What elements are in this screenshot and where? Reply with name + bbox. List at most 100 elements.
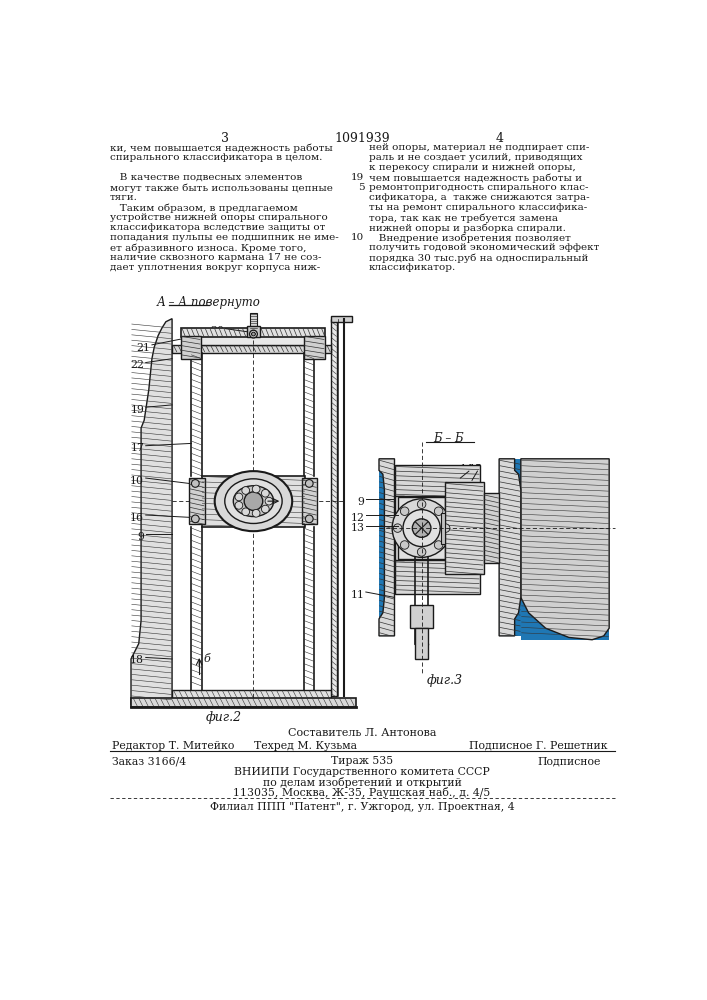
Text: 10: 10 — [351, 233, 364, 242]
Text: классификатора вследствие защиты от: классификатора вследствие защиты от — [110, 223, 325, 232]
Bar — [301, 478, 317, 524]
Text: ет абразивного износа. Кроме того,: ет абразивного износа. Кроме того, — [110, 243, 306, 253]
Polygon shape — [379, 459, 395, 636]
Text: чем повышается надежность работы и: чем повышается надежность работы и — [369, 173, 582, 183]
Circle shape — [434, 541, 443, 549]
Bar — [395, 560, 480, 594]
Bar — [201, 476, 305, 527]
Text: порядка 30 тыс.руб на односпиральный: порядка 30 тыс.руб на односпиральный — [369, 253, 588, 263]
Text: Заказ 3166/4: Заказ 3166/4 — [112, 756, 186, 766]
Polygon shape — [521, 459, 609, 640]
Text: сификатора, а  также снижаются затра-: сификатора, а также снижаются затра- — [369, 193, 590, 202]
Text: Техред М. Кузьма: Техред М. Кузьма — [254, 741, 357, 751]
Bar — [416, 628, 428, 659]
Text: 10: 10 — [130, 476, 144, 486]
Text: 11: 11 — [350, 590, 364, 600]
Text: Подписное: Подписное — [538, 756, 601, 766]
Circle shape — [252, 332, 255, 336]
Text: дает уплотнения вокруг корпуса ниж-: дает уплотнения вокруг корпуса ниж- — [110, 263, 320, 272]
Bar — [247, 326, 259, 337]
Text: наличие сквозного кармана 17 не соз-: наличие сквозного кармана 17 не соз- — [110, 253, 322, 262]
Text: Б – Б: Б – Б — [433, 432, 464, 445]
Bar — [250, 312, 257, 329]
Circle shape — [392, 499, 451, 557]
Text: В качестве подвесных элементов: В качестве подвесных элементов — [110, 173, 303, 182]
Bar — [470, 496, 480, 560]
Circle shape — [403, 510, 440, 547]
Text: 19: 19 — [351, 173, 364, 182]
Text: 22: 22 — [130, 360, 144, 370]
Text: Тираж 535: Тираж 535 — [331, 756, 393, 766]
Text: спирального классификатора в целом.: спирального классификатора в целом. — [110, 153, 322, 162]
Text: к перекосу спирали и нижней опоры,: к перекосу спирали и нижней опоры, — [369, 163, 575, 172]
Text: 13: 13 — [350, 523, 364, 533]
Bar — [189, 478, 204, 524]
Text: фиг.3: фиг.3 — [427, 674, 463, 687]
Bar — [131, 311, 356, 705]
Bar — [172, 690, 331, 699]
Bar — [395, 465, 480, 496]
Circle shape — [305, 480, 313, 487]
Text: фиг.2: фиг.2 — [206, 711, 242, 724]
Circle shape — [400, 507, 409, 515]
Text: Таким образом, в предлагаемом: Таким образом, в предлагаемом — [110, 203, 298, 213]
Text: Подписное Г. Решетник: Подписное Г. Решетник — [469, 741, 607, 751]
Text: попадания пульпы ее подшипник не име-: попадания пульпы ее подшипник не име- — [110, 233, 339, 242]
Bar — [331, 319, 337, 696]
Circle shape — [252, 509, 260, 517]
Text: Составитель Л. Антонова: Составитель Л. Антонова — [288, 728, 436, 738]
Text: ты на ремонт спирального классифика-: ты на ремонт спирального классифика- — [369, 203, 588, 212]
Text: б: б — [282, 497, 289, 507]
Circle shape — [250, 330, 257, 338]
Circle shape — [244, 492, 263, 510]
Text: 15: 15 — [469, 464, 483, 474]
Text: 1091939: 1091939 — [334, 132, 390, 145]
Circle shape — [417, 548, 426, 556]
Circle shape — [441, 524, 450, 532]
Bar — [363, 442, 623, 705]
Text: могут также быть использованы цепные: могут также быть использованы цепные — [110, 183, 333, 193]
Circle shape — [235, 493, 243, 501]
Text: 20: 20 — [210, 326, 224, 336]
Text: 5: 5 — [358, 183, 364, 192]
Bar — [201, 476, 305, 527]
Bar — [499, 459, 521, 636]
Text: 14: 14 — [460, 464, 474, 474]
Bar — [131, 698, 356, 707]
Bar — [521, 459, 609, 640]
Text: по делам изобретений и открытий: по делам изобретений и открытий — [262, 777, 462, 788]
Circle shape — [265, 497, 273, 505]
Bar — [180, 328, 325, 337]
Text: устройстве нижней опоры спирального: устройстве нижней опоры спирального — [110, 213, 328, 222]
Ellipse shape — [215, 471, 292, 531]
Circle shape — [192, 515, 199, 523]
Circle shape — [242, 487, 250, 494]
Bar — [445, 482, 484, 574]
Text: 3: 3 — [221, 132, 229, 145]
Circle shape — [192, 480, 199, 487]
Circle shape — [235, 502, 243, 509]
Ellipse shape — [233, 486, 274, 517]
Text: раль и не создает усилий, приводящих: раль и не создает усилий, приводящих — [369, 153, 583, 162]
Text: 21: 21 — [136, 343, 151, 353]
Text: Внедрение изобретения позволяет: Внедрение изобретения позволяет — [369, 233, 571, 243]
Circle shape — [412, 519, 431, 537]
Circle shape — [305, 515, 313, 523]
Text: ней опоры, материал не подпирает спи-: ней опоры, материал не подпирает спи- — [369, 143, 590, 152]
Text: 17: 17 — [130, 443, 144, 453]
Polygon shape — [499, 459, 521, 636]
Bar — [441, 513, 445, 544]
Text: б: б — [203, 654, 210, 664]
Text: 12: 12 — [350, 513, 364, 523]
Text: нижней опоры и разборка спирали.: нижней опоры и разборка спирали. — [369, 223, 566, 233]
Text: ки, чем повышается надежность работы: ки, чем повышается надежность работы — [110, 143, 333, 153]
Bar — [410, 605, 433, 628]
Circle shape — [393, 524, 402, 532]
Bar — [331, 316, 352, 322]
Bar — [398, 497, 445, 559]
Bar — [395, 496, 404, 560]
Circle shape — [434, 507, 443, 515]
Text: тора, так как не требуется замена: тора, так как не требуется замена — [369, 213, 558, 223]
Text: 16: 16 — [130, 513, 144, 523]
Text: тяги.: тяги. — [110, 193, 138, 202]
